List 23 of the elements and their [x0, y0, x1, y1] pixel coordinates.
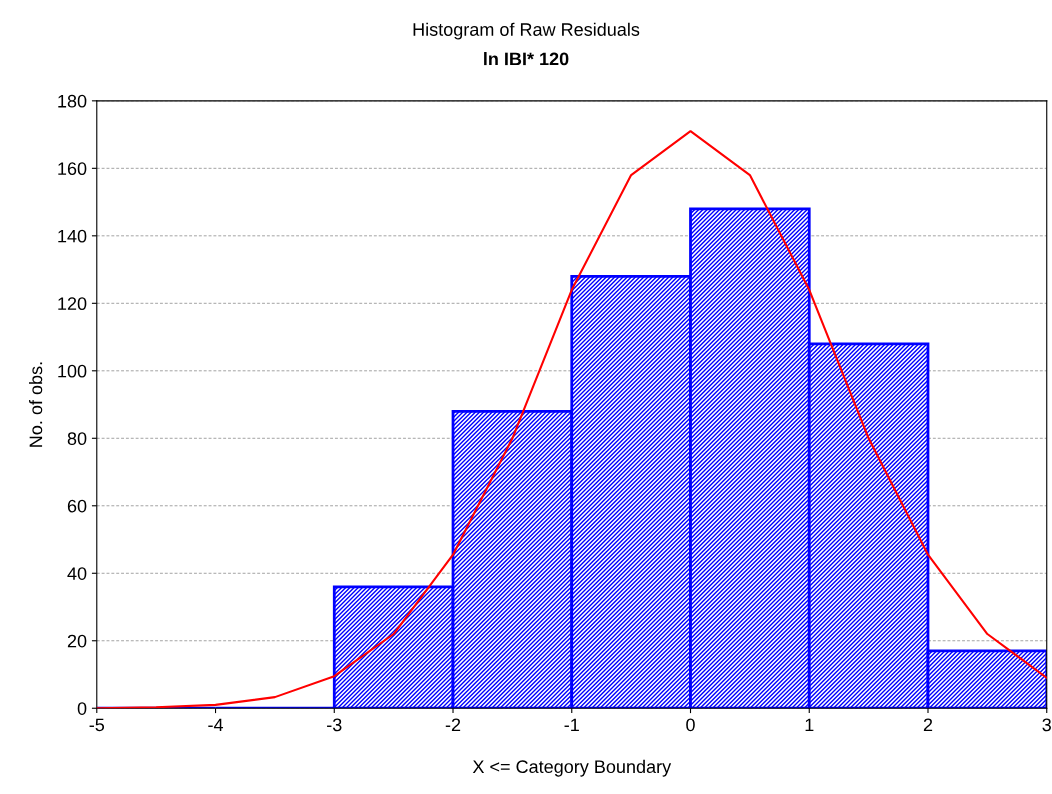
x-tick-label: -2: [445, 718, 461, 732]
chart-title: Histogram of Raw Residuals: [413, 22, 640, 40]
x-tick-label: -3: [327, 718, 342, 732]
y-axis-title: No. of obs.: [29, 362, 43, 447]
x-tick-label: 2: [923, 718, 933, 732]
y-tick-label: 20: [67, 634, 87, 648]
y-tick-label: 100: [58, 364, 87, 378]
y-tick-label: 160: [58, 162, 87, 176]
y-tick-label: 40: [67, 567, 87, 580]
x-tick-label: -4: [208, 718, 224, 732]
y-tick-label: 80: [67, 432, 87, 446]
y-tick-label: 140: [58, 229, 87, 243]
y-tick-label: 60: [67, 499, 87, 513]
x-tick-label: -1: [564, 718, 579, 732]
x-tick-label: 3: [1042, 718, 1051, 732]
x-tick-label: 1: [805, 718, 814, 732]
y-tick-label: 180: [58, 94, 87, 108]
x-tick-label: -5: [89, 718, 105, 732]
x-axis-title: X <= Category Boundary: [472, 759, 672, 777]
x-tick-label: 0: [686, 718, 695, 732]
chart-subtitle: ln IBI* 120: [484, 52, 569, 66]
y-tick-label: 0: [77, 702, 87, 715]
y-tick-label: 120: [58, 297, 87, 311]
